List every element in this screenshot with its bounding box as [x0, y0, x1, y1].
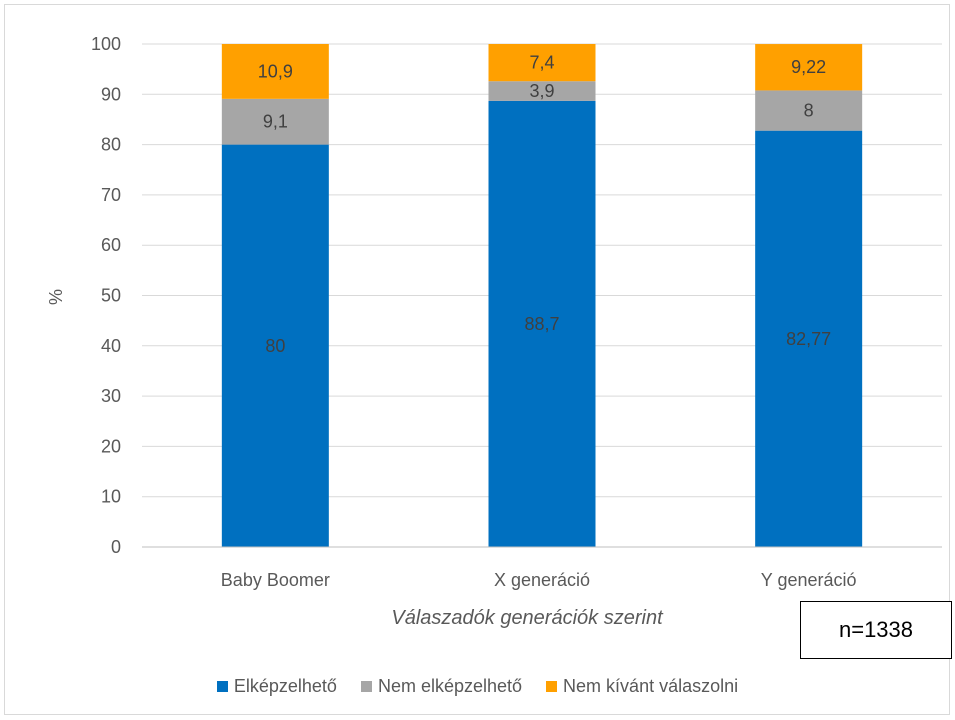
data-label: 9,1 — [263, 112, 288, 132]
category-label: X generáció — [494, 570, 590, 590]
y-tick-label: 100 — [91, 34, 121, 54]
legend-label: Nem kívánt válaszolni — [563, 676, 739, 696]
y-tick-label: 90 — [101, 84, 121, 104]
data-label: 9,22 — [791, 57, 826, 77]
data-label: 82,77 — [786, 329, 831, 349]
bar-segment — [488, 100, 596, 548]
legend-item: Nem kívánt válaszolni — [546, 676, 738, 697]
legend: Elképzelhető Nem elképzelhető Nem kívánt v… — [0, 676, 955, 697]
bar-segment — [755, 90, 863, 131]
sample-size-box: n=1338 — [800, 601, 952, 659]
y-tick-label: 80 — [101, 135, 121, 155]
bar-segment — [221, 98, 329, 145]
bar-segment — [221, 144, 329, 547]
data-label: 10,9 — [258, 61, 293, 81]
x-axis-categories: Baby Boomer X generáció Y generáció — [221, 570, 857, 590]
legend-swatch — [360, 681, 372, 692]
legend-label: Elképzelhető — [233, 676, 337, 696]
legend-swatch — [546, 681, 558, 692]
bars — [221, 44, 863, 548]
category-label: Y generáció — [761, 570, 857, 590]
legend-item: Elképzelhető — [216, 676, 337, 697]
data-label: 7,4 — [529, 53, 554, 73]
legend-item: Nem elképzelhető — [360, 676, 523, 697]
data-label: 8 — [804, 101, 814, 121]
y-tick-label: 50 — [101, 286, 121, 306]
y-tick-label: 0 — [111, 537, 121, 557]
data-label: 3,9 — [529, 81, 554, 101]
bar-segment — [488, 44, 596, 82]
bar-segment — [221, 44, 329, 99]
bar-segment — [488, 81, 596, 101]
y-axis-label: % — [46, 289, 66, 305]
sample-size-text: n=1338 — [838, 617, 914, 642]
y-tick-label: 70 — [101, 185, 121, 205]
data-label: 80 — [265, 336, 285, 356]
legend-swatch — [216, 681, 228, 692]
y-axis-ticks: 0 10 20 30 40 50 60 70 80 90 100 — [91, 34, 121, 557]
y-tick-label: 20 — [101, 436, 121, 456]
category-label: Baby Boomer — [221, 570, 330, 590]
bar-segment — [755, 44, 863, 91]
y-tick-label: 40 — [101, 336, 121, 356]
bar-segment — [755, 130, 863, 547]
x-axis-label: Válaszadók generációk szerint — [391, 607, 664, 629]
y-tick-label: 30 — [101, 386, 121, 406]
y-tick-label: 10 — [101, 487, 121, 507]
data-labels: 80 9,1 10,9 88,7 3,9 7,4 82,77 8 9,22 — [258, 53, 831, 356]
legend-label: Nem elképzelhető — [377, 676, 523, 696]
y-tick-label: 60 — [101, 235, 121, 255]
data-label: 88,7 — [524, 314, 559, 334]
